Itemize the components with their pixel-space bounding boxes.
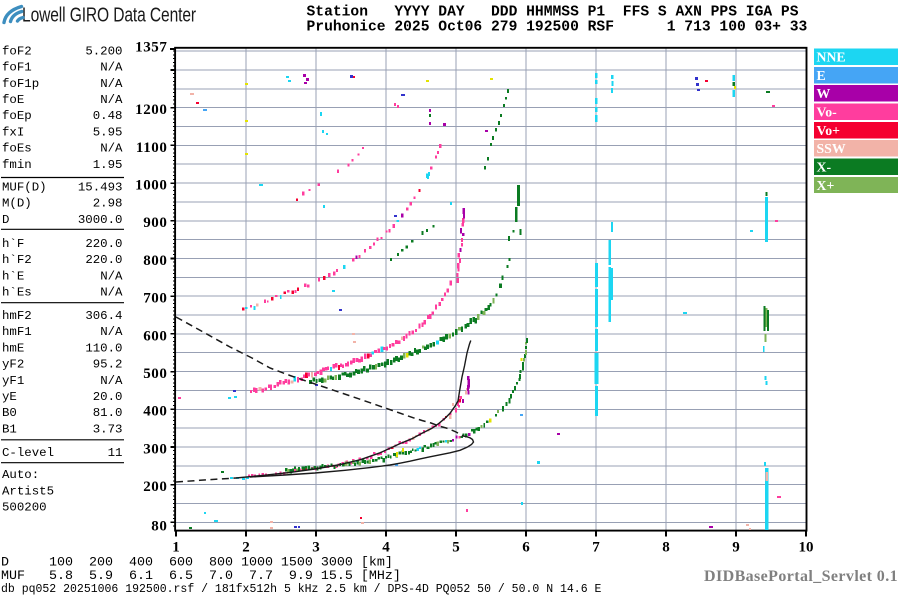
svg-text:DIDBasePortal_Servlet 0.1: DIDBasePortal_Servlet 0.1 bbox=[704, 568, 898, 585]
svg-text:8: 8 bbox=[662, 540, 670, 556]
svg-text:220.0: 220.0 bbox=[85, 237, 122, 251]
svg-text:1.95: 1.95 bbox=[93, 158, 123, 172]
svg-text:E: E bbox=[817, 68, 826, 83]
svg-text:hmF2: hmF2 bbox=[2, 309, 32, 323]
svg-text:80: 80 bbox=[151, 519, 167, 535]
svg-text:MUF(D): MUF(D) bbox=[2, 180, 47, 194]
svg-text:110.0: 110.0 bbox=[85, 341, 122, 355]
svg-text:600: 600 bbox=[143, 328, 167, 344]
svg-text:Vo+: Vo+ bbox=[817, 123, 841, 138]
svg-text:foF1p: foF1p bbox=[2, 77, 39, 91]
svg-text:2: 2 bbox=[242, 540, 250, 556]
svg-text:500: 500 bbox=[143, 366, 167, 382]
svg-text:9: 9 bbox=[732, 540, 740, 556]
svg-text:foE: foE bbox=[2, 93, 24, 107]
svg-text:Vo-: Vo- bbox=[817, 105, 838, 120]
svg-text:D: D bbox=[2, 213, 9, 227]
svg-text:400: 400 bbox=[143, 404, 167, 420]
svg-text:6: 6 bbox=[522, 540, 530, 556]
svg-text:5.200: 5.200 bbox=[85, 44, 122, 58]
svg-text:N/A: N/A bbox=[100, 325, 123, 339]
svg-text:Pruhonice 2025 Oct06 279 19250: Pruhonice 2025 Oct06 279 192500 RSF 1 71… bbox=[307, 20, 808, 36]
svg-text:B1: B1 bbox=[2, 422, 17, 436]
svg-text:X-: X- bbox=[817, 160, 832, 175]
svg-text:N/A: N/A bbox=[100, 269, 123, 283]
svg-text:B0: B0 bbox=[2, 406, 17, 420]
svg-text:NNE: NNE bbox=[817, 50, 846, 65]
svg-text:7: 7 bbox=[592, 540, 600, 556]
svg-text:Auto:: Auto: bbox=[2, 468, 39, 482]
svg-text:700: 700 bbox=[143, 291, 167, 307]
svg-text:20.0: 20.0 bbox=[93, 390, 123, 404]
svg-text:5: 5 bbox=[452, 540, 460, 556]
svg-text:foEs: foEs bbox=[2, 142, 32, 156]
svg-text:h`F: h`F bbox=[2, 237, 24, 251]
svg-text:300: 300 bbox=[143, 441, 167, 457]
svg-text:200: 200 bbox=[143, 479, 167, 495]
svg-text:W: W bbox=[817, 86, 831, 101]
svg-text:2.98: 2.98 bbox=[93, 197, 123, 211]
svg-text:220.0: 220.0 bbox=[85, 253, 122, 267]
svg-text:3.73: 3.73 bbox=[93, 422, 123, 436]
svg-text:yF1: yF1 bbox=[2, 374, 24, 388]
svg-text:C-level: C-level bbox=[2, 446, 54, 460]
svg-text:10: 10 bbox=[799, 540, 814, 556]
svg-text:Station YYYY DAY DDD HHMMS: Station YYYY DAY DDD HHMMSS P1 FFS S AXN… bbox=[307, 4, 799, 20]
svg-text:SSW: SSW bbox=[817, 141, 846, 156]
svg-text:Lowell GIRO Data Center: Lowell GIRO Data Center bbox=[22, 4, 196, 27]
svg-text:3: 3 bbox=[312, 540, 320, 556]
svg-text:800: 800 bbox=[143, 253, 167, 269]
svg-text:N/A: N/A bbox=[100, 61, 123, 75]
svg-text:db pq052 20251006 192500.rsf /: db pq052 20251006 192500.rsf / 181fx512h… bbox=[1, 583, 601, 596]
svg-text:X+: X+ bbox=[817, 178, 835, 193]
svg-text:foF2: foF2 bbox=[2, 44, 32, 58]
svg-text:h`F2: h`F2 bbox=[2, 253, 32, 267]
svg-text:81.0: 81.0 bbox=[93, 406, 123, 420]
svg-text:D 100 200 400 600 800: D 100 200 400 600 800 1000 1500 3000 [km… bbox=[1, 556, 393, 571]
svg-text:N/A: N/A bbox=[100, 93, 123, 107]
svg-text:MUF 5.8 5.9 6.1 6.5 7.0: MUF 5.8 5.9 6.1 6.5 7.0 7.7 9.9 15.5 [MH… bbox=[1, 569, 401, 584]
svg-text:N/A: N/A bbox=[100, 77, 123, 91]
svg-text:fxI: fxI bbox=[2, 125, 24, 139]
svg-text:15.493: 15.493 bbox=[78, 180, 123, 194]
svg-text:5.95: 5.95 bbox=[93, 125, 123, 139]
svg-text:500200: 500200 bbox=[2, 500, 47, 514]
svg-text:N/A: N/A bbox=[100, 286, 123, 300]
svg-text:95.2: 95.2 bbox=[93, 358, 123, 372]
svg-text:Artist5: Artist5 bbox=[2, 484, 54, 498]
svg-text:N/A: N/A bbox=[100, 374, 123, 388]
svg-text:hmF1: hmF1 bbox=[2, 325, 32, 339]
svg-text:h`Es: h`Es bbox=[2, 286, 32, 300]
svg-text:hmE: hmE bbox=[2, 341, 24, 355]
svg-text:1000: 1000 bbox=[135, 178, 167, 194]
svg-text:yF2: yF2 bbox=[2, 358, 24, 372]
svg-text:M(D): M(D) bbox=[2, 197, 32, 211]
svg-text:11: 11 bbox=[108, 446, 123, 460]
svg-text:yE: yE bbox=[2, 390, 17, 404]
svg-text:1200: 1200 bbox=[135, 102, 167, 118]
svg-text:4: 4 bbox=[382, 540, 390, 556]
svg-text:N/A: N/A bbox=[100, 142, 123, 156]
svg-text:h`E: h`E bbox=[2, 269, 24, 283]
svg-text:306.4: 306.4 bbox=[85, 309, 122, 323]
svg-text:3000.0: 3000.0 bbox=[78, 213, 123, 227]
svg-text:foF1: foF1 bbox=[2, 61, 32, 75]
svg-text:0.48: 0.48 bbox=[93, 109, 123, 123]
svg-text:fmin: fmin bbox=[2, 158, 32, 172]
svg-text:1100: 1100 bbox=[136, 140, 168, 156]
svg-text:foEp: foEp bbox=[2, 109, 32, 123]
svg-text:900: 900 bbox=[143, 215, 167, 231]
svg-text:1357: 1357 bbox=[135, 40, 167, 56]
svg-text:1: 1 bbox=[172, 540, 180, 556]
